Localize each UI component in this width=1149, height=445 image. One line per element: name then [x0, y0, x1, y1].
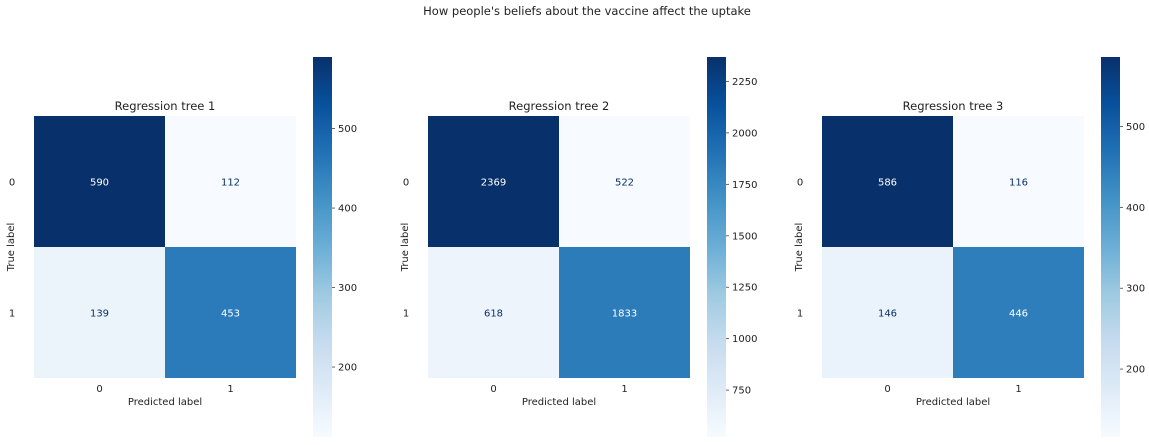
- panel-title: Regression tree 3: [903, 99, 1004, 113]
- x-tick-label: 0: [96, 384, 102, 395]
- heatmap-cell: [34, 247, 165, 378]
- cell-value-label: 618: [484, 309, 503, 320]
- colorbar-tick-label: 2250: [732, 77, 757, 88]
- heatmap-cell: [165, 116, 296, 247]
- cell-value-label: 146: [878, 309, 897, 320]
- heatmap-cell: [165, 247, 296, 378]
- colorbar-tick-label: 1250: [732, 283, 757, 294]
- x-axis-label: Predicted label: [128, 397, 202, 408]
- x-axis-label: Predicted label: [916, 397, 990, 408]
- heatmap-cell: [559, 247, 690, 378]
- heatmap-cell: [34, 116, 165, 247]
- heatmap-cell: [559, 116, 690, 247]
- colorbar-tick-label: 200: [338, 363, 357, 374]
- cell-value-label: 2369: [481, 178, 506, 189]
- y-tick-label: 0: [9, 178, 15, 189]
- cell-value-label: 139: [90, 309, 109, 320]
- colorbar-tick-label: 500: [1126, 122, 1145, 133]
- heatmap-cell: [953, 247, 1084, 378]
- x-tick-label: 0: [490, 384, 496, 395]
- colorbar-tick-label: 1750: [732, 180, 757, 191]
- cell-value-label: 453: [221, 309, 240, 320]
- cell-value-label: 1833: [612, 309, 637, 320]
- colorbar-tick-label: 300: [1126, 284, 1145, 295]
- colorbar-tick-label: 400: [1126, 203, 1145, 214]
- colorbar: [707, 57, 726, 437]
- cell-value-label: 590: [90, 178, 109, 189]
- colorbar-tick-label: 200: [1126, 365, 1145, 376]
- colorbar-tick-label: 1000: [732, 334, 757, 345]
- y-axis-label: True label: [400, 223, 411, 273]
- colorbar-tick-label: 1500: [732, 231, 757, 242]
- colorbar-tick-label: 400: [338, 204, 357, 215]
- y-tick-label: 1: [403, 309, 409, 320]
- cell-value-label: 446: [1009, 309, 1028, 320]
- colorbar-tick-label: 750: [732, 386, 751, 397]
- colorbar: [313, 57, 332, 437]
- panel-title: Regression tree 1: [115, 99, 216, 113]
- confusion-matrix-panel-3: Regression tree 3 586 116 146 446 0 1 0 1 Predict…: [794, 57, 1145, 437]
- colorbar-tick-label: 500: [338, 124, 357, 135]
- colorbar-tick-label: 300: [338, 283, 357, 294]
- heatmap-cell: [428, 247, 559, 378]
- figure-title: How people's beliefs about the vaccine a…: [423, 4, 751, 18]
- cell-value-label: 112: [221, 178, 240, 189]
- panel-title: Regression tree 2: [509, 99, 610, 113]
- y-tick-label: 1: [797, 309, 803, 320]
- cell-value-label: 522: [615, 178, 634, 189]
- heatmap-cell: [953, 116, 1084, 247]
- x-tick-label: 0: [884, 384, 890, 395]
- x-tick-label: 1: [227, 384, 233, 395]
- y-tick-label: 0: [797, 178, 803, 189]
- cell-value-label: 586: [878, 178, 897, 189]
- x-axis-label: Predicted label: [522, 397, 596, 408]
- confusion-matrix-panel-2: Regression tree 2 2369 522 618 1833 0 1 0 1 Predi…: [400, 57, 757, 437]
- x-tick-label: 1: [1015, 384, 1021, 395]
- y-tick-label: 0: [403, 178, 409, 189]
- cell-value-label: 116: [1009, 178, 1028, 189]
- heatmap-cell: [822, 247, 953, 378]
- colorbar: [1101, 57, 1120, 437]
- x-tick-label: 1: [621, 384, 627, 395]
- confusion-matrix-panel-1: Regression tree 1 590 112 139 453 0 1 0 1 Predict…: [6, 57, 357, 437]
- y-axis-label: True label: [794, 223, 805, 273]
- heatmap-cell: [428, 116, 559, 247]
- y-tick-label: 1: [9, 309, 15, 320]
- colorbar-tick-label: 2000: [732, 128, 757, 139]
- heatmap-cell: [822, 116, 953, 247]
- y-axis-label: True label: [6, 223, 17, 273]
